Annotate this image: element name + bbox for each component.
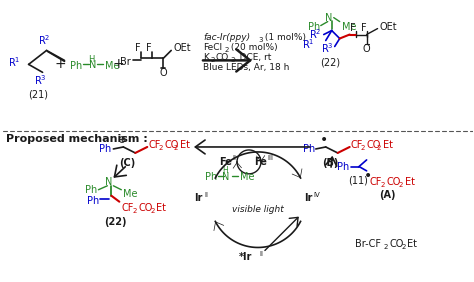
Text: Ph: Ph bbox=[337, 162, 350, 172]
Text: (20 mol%): (20 mol%) bbox=[228, 43, 278, 52]
Text: FeCl: FeCl bbox=[203, 43, 222, 52]
Text: II: II bbox=[259, 252, 263, 257]
Text: CO: CO bbox=[164, 140, 179, 150]
Text: 2: 2 bbox=[150, 208, 155, 214]
Text: F: F bbox=[350, 23, 356, 32]
Text: OEt: OEt bbox=[380, 21, 397, 32]
Text: 2: 2 bbox=[158, 145, 163, 151]
Text: Blue LEDs, Ar, 18 h: Blue LEDs, Ar, 18 h bbox=[203, 63, 290, 72]
Text: *Ir: *Ir bbox=[239, 252, 253, 263]
Text: R$^{2}$: R$^{2}$ bbox=[38, 34, 51, 47]
Text: (11): (11) bbox=[348, 176, 367, 186]
Text: II: II bbox=[204, 192, 208, 198]
Text: , DCE, rt: , DCE, rt bbox=[234, 53, 272, 62]
Text: 2: 2 bbox=[383, 244, 388, 250]
Text: F: F bbox=[146, 43, 152, 54]
Text: Ph: Ph bbox=[205, 172, 218, 182]
Text: H: H bbox=[222, 166, 228, 175]
Text: 2: 2 bbox=[174, 145, 178, 151]
Text: ⊕: ⊕ bbox=[117, 135, 126, 145]
Text: 2: 2 bbox=[398, 182, 403, 188]
Text: IV: IV bbox=[313, 192, 320, 198]
Text: CO: CO bbox=[138, 203, 153, 213]
Text: 2: 2 bbox=[376, 145, 381, 151]
Text: Me: Me bbox=[342, 21, 356, 32]
Text: F: F bbox=[361, 23, 366, 32]
Text: III: III bbox=[267, 155, 273, 161]
Text: CF: CF bbox=[370, 177, 382, 187]
Text: fac-Ir(ppy): fac-Ir(ppy) bbox=[203, 33, 250, 42]
Text: R$^{1}$: R$^{1}$ bbox=[8, 56, 21, 69]
Text: Ph: Ph bbox=[302, 144, 315, 154]
Text: CO: CO bbox=[215, 53, 228, 62]
Text: 2: 2 bbox=[132, 208, 137, 214]
Text: Br-CF: Br-CF bbox=[355, 239, 381, 250]
Text: (A): (A) bbox=[379, 190, 396, 200]
Text: CO: CO bbox=[366, 140, 381, 150]
Text: Br: Br bbox=[119, 58, 130, 67]
Text: Et: Et bbox=[180, 140, 190, 150]
Text: (22): (22) bbox=[319, 58, 340, 67]
Text: (22): (22) bbox=[104, 217, 127, 227]
Text: 2: 2 bbox=[210, 58, 214, 63]
Text: II: II bbox=[232, 155, 236, 161]
Text: N: N bbox=[222, 172, 230, 182]
Text: 2: 2 bbox=[360, 145, 365, 151]
Text: Ph: Ph bbox=[71, 61, 83, 71]
Text: F: F bbox=[136, 43, 141, 54]
Text: O: O bbox=[159, 68, 167, 78]
Text: N: N bbox=[325, 13, 332, 23]
Text: visible light: visible light bbox=[232, 205, 284, 214]
Text: Ir: Ir bbox=[305, 193, 313, 203]
Text: 2: 2 bbox=[401, 244, 406, 250]
Text: Ir: Ir bbox=[194, 193, 202, 203]
Text: Fe: Fe bbox=[254, 157, 267, 167]
Text: Ph: Ph bbox=[85, 185, 98, 195]
Text: (B): (B) bbox=[322, 158, 339, 168]
Text: Ph: Ph bbox=[99, 144, 111, 154]
Text: CF: CF bbox=[121, 203, 134, 213]
Text: Et: Et bbox=[408, 239, 418, 250]
Text: K: K bbox=[203, 53, 209, 62]
Text: R$^{2}$: R$^{2}$ bbox=[309, 28, 321, 41]
Text: +: + bbox=[55, 57, 66, 71]
Text: Ph: Ph bbox=[308, 21, 320, 32]
Text: 2: 2 bbox=[380, 182, 385, 188]
Text: 2: 2 bbox=[224, 47, 228, 54]
Text: CF: CF bbox=[351, 140, 363, 150]
Text: •: • bbox=[364, 169, 372, 183]
Text: Et: Et bbox=[404, 177, 414, 187]
Text: Et: Et bbox=[156, 203, 166, 213]
Text: N: N bbox=[89, 60, 96, 70]
Text: CO: CO bbox=[387, 177, 401, 187]
Text: R$^{1}$: R$^{1}$ bbox=[301, 38, 314, 51]
Text: Me: Me bbox=[105, 61, 120, 71]
Text: 3: 3 bbox=[258, 38, 263, 43]
Text: (C): (C) bbox=[119, 158, 136, 168]
Text: Et: Et bbox=[383, 140, 392, 150]
Text: O: O bbox=[363, 45, 371, 54]
Text: Ph: Ph bbox=[87, 196, 100, 206]
Text: Me: Me bbox=[123, 189, 138, 199]
Text: N: N bbox=[105, 177, 112, 187]
Text: (1 mol%): (1 mol%) bbox=[262, 33, 306, 42]
Text: CF: CF bbox=[148, 140, 161, 150]
Text: R$^{3}$: R$^{3}$ bbox=[321, 41, 334, 55]
Text: Me: Me bbox=[240, 172, 255, 182]
Text: R$^{3}$: R$^{3}$ bbox=[34, 73, 47, 87]
Text: Fe: Fe bbox=[219, 157, 232, 167]
Text: H: H bbox=[88, 55, 95, 64]
Text: (21): (21) bbox=[28, 89, 48, 99]
Text: •: • bbox=[319, 133, 328, 147]
Text: +: + bbox=[112, 57, 124, 71]
Text: Proposed mechanism :: Proposed mechanism : bbox=[6, 134, 147, 144]
Text: 3: 3 bbox=[230, 58, 235, 63]
Text: OEt: OEt bbox=[173, 43, 191, 54]
Text: CO: CO bbox=[390, 239, 404, 250]
